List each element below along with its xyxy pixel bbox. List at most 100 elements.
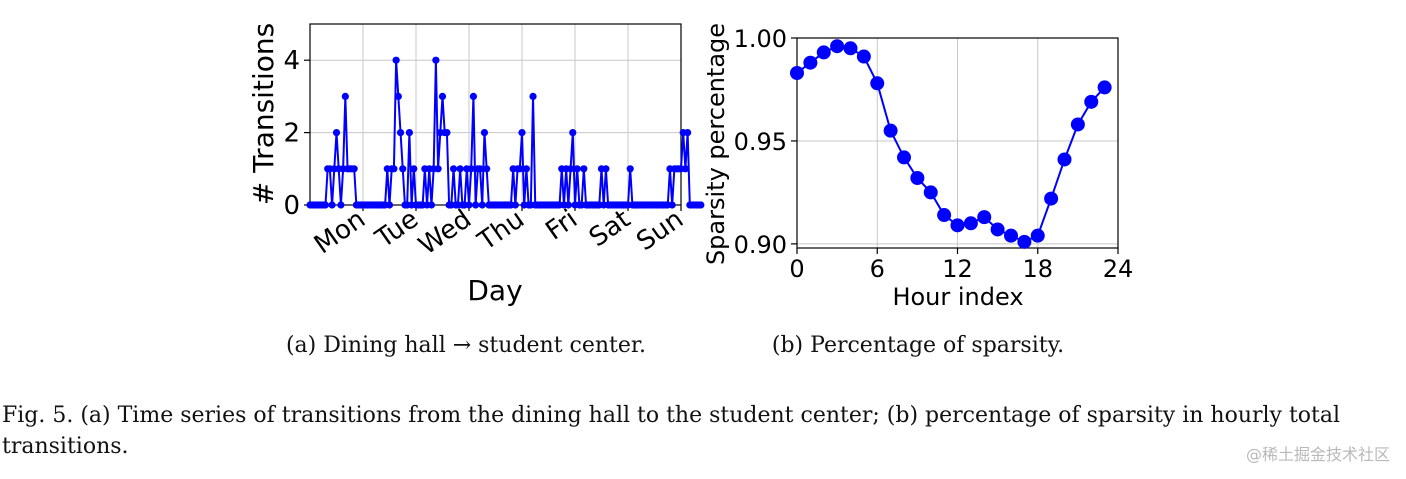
chart-a-point	[396, 129, 405, 137]
chart-b-point	[830, 39, 845, 54]
chart-a-point	[529, 92, 537, 100]
chart-a-point	[684, 129, 692, 137]
chart-b-point	[870, 76, 885, 91]
chart-b-point	[1084, 94, 1099, 109]
chart-a-xtick-label: Mon	[309, 204, 371, 260]
figure-caption: Fig. 5. (a) Time series of transitions f…	[2, 403, 1341, 459]
chart-a-series	[306, 56, 705, 209]
chart-a-point	[522, 165, 531, 173]
chart-a-point	[566, 165, 575, 173]
chart-a-point	[478, 201, 486, 209]
chart-b-point	[963, 216, 978, 231]
chart-b-ytick-label: 0.90	[734, 231, 787, 259]
subcaption-a: (a) Dining hall → student center.	[286, 333, 646, 358]
chart-a-xtick-label: Sat	[584, 204, 636, 253]
chart-a-frame	[309, 23, 682, 206]
chart-a-point	[449, 165, 458, 173]
chart-a-point	[602, 165, 610, 173]
chart-a-xtick-label: Fri	[540, 204, 583, 246]
chart-b-point	[990, 222, 1005, 237]
chart-b-point	[1030, 228, 1045, 243]
chart-b-series	[790, 39, 1112, 249]
chart-a-point	[456, 165, 464, 173]
chart-a-xlabel: Day	[467, 274, 522, 307]
chart-b-ytick-label: 0.95	[734, 128, 787, 156]
chart-b-point	[816, 45, 831, 60]
chart-b-x-ticks: 0 6 12 18 24	[789, 248, 1133, 283]
chart-b-point	[950, 218, 965, 233]
chart-a-ytick-label: 0	[283, 191, 300, 221]
chart-a-point	[394, 92, 402, 100]
chart-b-xtick-label: 12	[942, 255, 973, 283]
chart-b-xtick-label: 24	[1103, 255, 1134, 283]
chart-b-sparsity: 0.90 0.95 1.00 0 6 12 18 24 Sparsity percentag…	[702, 23, 1133, 311]
chart-a-point	[390, 165, 398, 173]
chart-a-point	[518, 129, 526, 137]
chart-b-y-ticks: 0.90 0.95 1.00	[734, 25, 797, 259]
chart-a-point	[432, 56, 440, 64]
chart-a-xtick-label: Thu	[472, 204, 530, 257]
chart-b-ytick-label: 1.00	[734, 25, 787, 53]
chart-b-point	[897, 150, 911, 165]
chart-b-xtick-label: 6	[870, 255, 885, 283]
chart-a-point	[511, 201, 519, 209]
chart-b-point	[1044, 191, 1059, 206]
chart-b-xlabel: Hour index	[892, 283, 1023, 311]
chart-a-point	[438, 92, 447, 100]
chart-b-point	[1017, 234, 1032, 249]
chart-b-xtick-label: 0	[789, 255, 804, 283]
chart-a-point	[337, 201, 345, 209]
chart-a-point	[516, 165, 524, 173]
chart-a-point	[427, 201, 436, 209]
chart-b-ylabel: Sparsity percentage	[702, 23, 730, 265]
chart-a-point	[443, 129, 451, 137]
subcaption-b: (b) Percentage of sparsity.	[772, 333, 1064, 358]
chart-a-point	[476, 165, 484, 173]
chart-a-xtick-label: Tue	[370, 204, 424, 255]
chart-a-point	[681, 165, 690, 173]
chart-b-point	[803, 55, 818, 70]
chart-a-point	[341, 92, 349, 100]
chart-b-series-line	[796, 45, 1106, 243]
chart-a-point	[350, 165, 358, 173]
chart-b-point	[883, 123, 898, 138]
chart-a-point	[410, 165, 418, 173]
chart-b-point	[790, 66, 804, 80]
chart-b-point	[1004, 228, 1018, 243]
chart-a-point	[472, 201, 480, 209]
chart-a-point	[697, 201, 705, 209]
chart-a-y-ticks: 0 2 4	[283, 46, 310, 221]
chart-a-point	[580, 165, 588, 173]
chart-a-point	[668, 201, 676, 209]
chart-b-xtick-label: 18	[1022, 255, 1053, 283]
chart-b-point	[1097, 80, 1112, 95]
chart-a-ytick-label: 4	[283, 46, 300, 76]
watermark: @稀土掘金技术社区	[1245, 445, 1390, 464]
chart-a-point	[564, 201, 572, 209]
chart-a-point	[569, 129, 577, 137]
chart-a-ylabel: # Transitions	[247, 23, 280, 205]
chart-a-point	[321, 201, 330, 209]
chart-b-point	[843, 41, 858, 56]
chart-a-xtick-label: Sun	[631, 204, 689, 257]
chart-b-point	[1070, 117, 1085, 132]
chart-a-point	[483, 165, 491, 173]
chart-b-point	[977, 210, 992, 225]
chart-a-grid	[310, 24, 682, 206]
chart-a-point	[434, 165, 442, 173]
chart-a-point	[385, 201, 394, 209]
chart-b-point	[910, 171, 925, 185]
chart-a-point	[328, 201, 336, 209]
chart-b-point	[923, 185, 938, 200]
chart-b-point	[937, 208, 952, 223]
chart-b-point	[1057, 152, 1072, 167]
chart-a-ytick-label: 2	[283, 119, 300, 149]
chart-a-point	[392, 56, 400, 64]
chart-a-xtick-label: Wed	[413, 204, 477, 261]
chart-a-point	[469, 92, 478, 100]
chart-b-point	[856, 49, 871, 64]
chart-a-point	[467, 165, 475, 173]
